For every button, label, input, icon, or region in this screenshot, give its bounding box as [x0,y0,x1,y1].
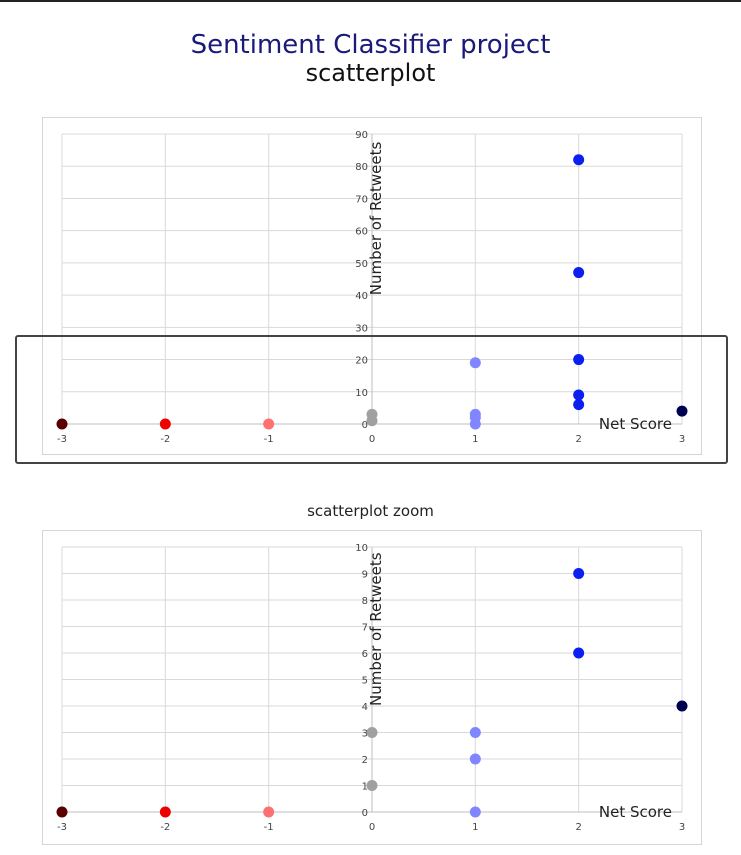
zoom-ytick-label: 3 [362,729,368,740]
zoom-ytick-label: 0 [362,808,368,819]
zoom-ytick-label: 8 [362,596,368,607]
page-title: Sentiment Classifier project [190,30,551,60]
zoom-xtick-label: 1 [472,822,478,833]
zoom-point [469,806,481,818]
main-point [573,267,585,279]
main-point [469,357,481,369]
zoom-point [573,568,585,579]
main-ytick-label: 50 [355,259,368,270]
chart-title: scatterplot [305,59,436,87]
zoom-ytick-label: 10 [355,543,368,554]
main-point [676,405,688,417]
main-ytick-label: 20 [355,356,368,367]
zoom-region-highlight [15,335,728,464]
main-ytick-label: 80 [355,162,368,173]
main-point [573,399,585,411]
zoom-ytick-label: 7 [362,623,368,634]
zoom-point [263,806,275,818]
main-point [469,408,481,420]
main-point [366,408,378,420]
zoom-point [469,753,481,765]
main-point [263,418,275,430]
main-ytick-label: 0 [362,420,368,431]
zoom-ytick-label: 6 [362,649,368,660]
main-xtick-label: 2 [575,434,581,445]
zoom-xtick-label: -1 [264,822,274,833]
main-point [573,154,585,166]
zoom-point [56,806,68,818]
main-xtick-label: -3 [57,434,67,445]
main-ytick-label: 10 [355,388,368,399]
zoom-ytick-label: 5 [362,676,368,687]
main-xtick-label: 3 [679,434,685,445]
zoom-xlabel: Net Score [599,803,672,821]
main-ytick-label: 70 [355,194,368,205]
zoom-point [676,700,688,712]
main-xtick-label: 1 [472,434,478,445]
main-point [159,418,171,430]
zoom-point [469,727,481,738]
main-ytick-label: 40 [355,291,368,302]
zoom-point [573,647,585,659]
main-ytick-label: 90 [355,130,368,141]
zoom-chart-title: scatterplot zoom [307,502,434,520]
zoom-ytick-label: 2 [362,755,368,766]
main-point [573,354,585,366]
main-point [56,418,68,430]
zoom-xtick-label: 2 [575,822,581,833]
zoom-ylabel: Number of Retweets [367,552,385,706]
main-ytick-label: 30 [355,323,368,334]
zoom-ytick-label: 4 [362,702,368,713]
main-point [573,389,585,401]
zoom-xtick-label: 0 [369,822,375,833]
main-ylabel: Number of Retweets [367,142,385,296]
zoom-xtick-label: 3 [679,822,685,833]
zoom-ytick-label: 1 [362,782,368,793]
main-ytick-label: 60 [355,227,368,238]
zoom-xtick-label: -3 [57,822,67,833]
zoom-point [159,806,171,818]
main-xtick-label: -2 [160,434,170,445]
main-xlabel: Net Score [599,415,672,433]
main-xtick-label: -1 [264,434,274,445]
zoom-point [366,727,378,738]
top-border [0,0,741,2]
zoom-xtick-label: -2 [160,822,170,833]
zoom-ytick-label: 9 [362,570,368,581]
zoom-point [366,780,378,791]
main-xtick-label: 0 [369,434,375,445]
